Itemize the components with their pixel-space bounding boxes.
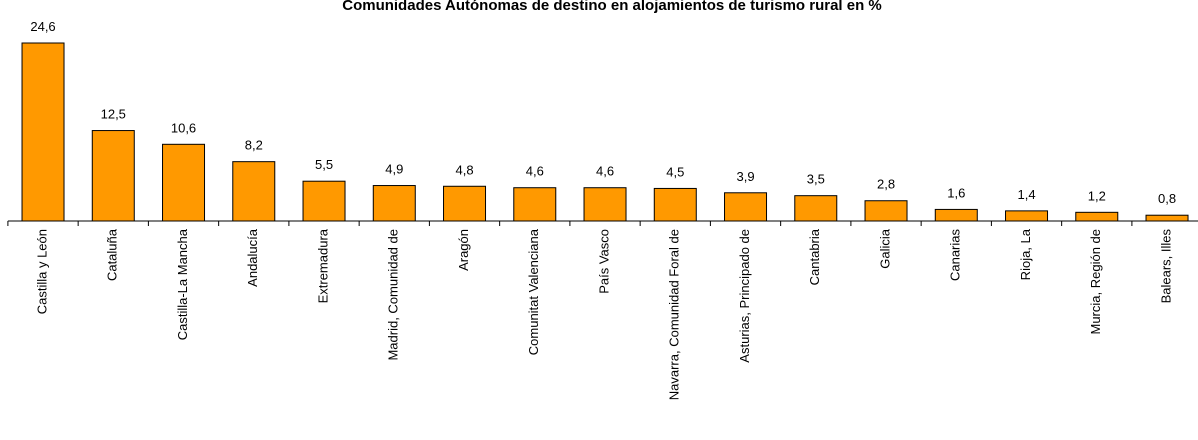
- value-label: 3,9: [736, 169, 754, 184]
- bar: [724, 192, 768, 222]
- x-tick-label: Asturias, Principado de: [737, 229, 752, 363]
- bar: [91, 130, 135, 222]
- bar: [583, 187, 627, 222]
- x-tick-label: Galicia: [877, 228, 892, 269]
- bar: [794, 195, 838, 222]
- x-tick-label: Madrid, Comunidad de: [386, 229, 401, 361]
- value-label: 8,2: [245, 138, 263, 153]
- value-label: 1,4: [1017, 187, 1035, 202]
- x-tick-label: Balears, Illes: [1158, 229, 1173, 304]
- value-label: 4,8: [455, 162, 473, 177]
- bar: [1005, 210, 1049, 222]
- bar: [934, 208, 978, 222]
- value-label: 3,5: [807, 172, 825, 187]
- value-label: 12,5: [101, 107, 126, 122]
- x-tick-label: Comunitat Valenciana: [526, 228, 541, 355]
- value-label: 10,6: [171, 120, 196, 135]
- x-tick-label: Castilla y León: [34, 229, 49, 314]
- x-tick-label: Murcia, Región de: [1088, 229, 1103, 335]
- value-label: 24,6: [30, 19, 55, 34]
- x-tick-label: Canarias: [948, 229, 963, 282]
- value-label: 4,9: [385, 162, 403, 177]
- value-label: 4,6: [596, 164, 614, 179]
- bar: [513, 187, 557, 222]
- x-tick-label: Cantabria: [807, 228, 822, 285]
- x-tick-label: País Vasco: [596, 229, 611, 294]
- x-tick-label: Cataluña: [105, 228, 120, 281]
- bar: [302, 180, 346, 222]
- bar: [1145, 214, 1189, 222]
- bar: [1075, 211, 1119, 222]
- bar: [653, 187, 697, 222]
- x-tick-label: Extremadura: [315, 228, 330, 303]
- value-label: 5,5: [315, 157, 333, 172]
- bar: [443, 185, 487, 222]
- value-label: 0,8: [1158, 191, 1176, 206]
- value-label: 4,5: [666, 164, 684, 179]
- bar: [864, 200, 908, 222]
- chart-title: Comunidades Autónomas de destino en aloj…: [342, 0, 882, 14]
- x-tick-label: Andalucía: [245, 228, 260, 287]
- x-tick-label: Castilla-La Mancha: [175, 228, 190, 340]
- value-label: 1,2: [1088, 188, 1106, 203]
- value-label: 1,6: [947, 185, 965, 200]
- value-label: 4,6: [526, 164, 544, 179]
- bar: [21, 42, 65, 222]
- x-tick-label: Aragón: [456, 229, 471, 271]
- bar: [232, 161, 276, 222]
- x-tick-label: Navarra, Comunidad Foral de: [667, 229, 682, 400]
- bar: [162, 143, 206, 222]
- value-label: 2,8: [877, 177, 895, 192]
- bar: [372, 185, 416, 222]
- x-tick-label: Rioja, La: [1018, 228, 1033, 280]
